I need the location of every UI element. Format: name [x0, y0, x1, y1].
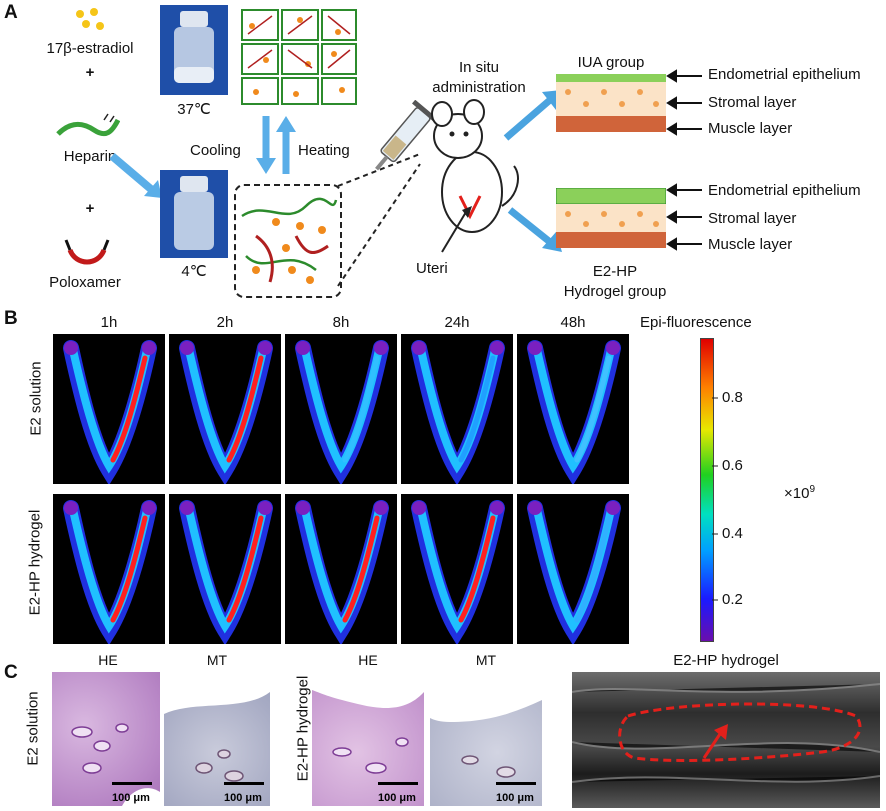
- e2hp-group-label: E2-HP Hydrogel group: [540, 262, 690, 302]
- timepoint-label-48h: 48h: [560, 314, 586, 331]
- scale-bar-4: [496, 782, 536, 785]
- ultrasound-title: E2-HP hydrogel: [673, 652, 779, 669]
- fluorescence-tile: [517, 494, 629, 644]
- stain-label-mt-2: MT: [475, 652, 497, 668]
- hydrogel-arrow-icon: [702, 733, 722, 759]
- gel-network-icon: [241, 9, 357, 105]
- e2hp-tissue-diagram: [556, 188, 666, 248]
- hydrogel-outline: [618, 702, 862, 762]
- cooling-label: Cooling: [190, 142, 241, 159]
- row-label-e2-solution-c: E2 solution: [24, 691, 42, 766]
- administration-label: In situ administration: [404, 58, 554, 98]
- fluorescence-tile: [169, 494, 281, 644]
- plus-sign: +: [85, 64, 95, 81]
- fluorescence-tile: [401, 334, 513, 484]
- layer-label-muscle-bottom: Muscle layer: [708, 236, 793, 253]
- plus-sign: +: [85, 200, 95, 217]
- colorbar-unit-base: ×10: [784, 485, 810, 502]
- ingredient-heparin: Heparin: [63, 148, 117, 165]
- layer-pointer-arrows: [666, 69, 702, 251]
- sol-state-box: [234, 184, 342, 298]
- cooling-heating-arrows-icon: [256, 116, 296, 174]
- stain-label-he-1: HE: [98, 652, 118, 668]
- colorbar-unit-exponent: 9: [809, 484, 816, 495]
- ingredient-estradiol: 17β-estradiol: [46, 40, 134, 57]
- ingredient-poloxamer: Poloxamer: [49, 274, 121, 291]
- scale-bar-label-2: 100 μm: [224, 792, 262, 804]
- e2hp-group-line-2: Hydrogel group: [563, 283, 667, 300]
- fluorescence-tile: [285, 494, 397, 644]
- colorbar-tick-0-8: 0.8: [722, 389, 743, 406]
- timepoint-label-8h: 8h: [332, 314, 350, 331]
- timepoint-label-1h: 1h: [100, 314, 118, 331]
- row-label-e2hp-hydrogel-b: E2-HP hydrogel: [26, 509, 44, 616]
- layer-label-epithelium-bottom: Endometrial epithelium: [708, 182, 861, 199]
- sol-chains-icon: [241, 197, 338, 284]
- vial-37c-photo: [160, 5, 228, 95]
- administration-line-1: In situ: [458, 59, 500, 76]
- poloxamer-chain-icon: [64, 239, 110, 265]
- iua-group-label: IUA group: [577, 54, 645, 71]
- fluorescence-tile: [169, 334, 281, 484]
- temp-37c-label: 37℃: [177, 101, 211, 118]
- iua-tissue-diagram: [556, 74, 666, 132]
- colorbar-title: Epi-fluorescence: [640, 314, 752, 331]
- colorbar-unit: ×109: [784, 484, 815, 502]
- scale-bar-2: [224, 782, 264, 785]
- fluorescence-tile: [285, 334, 397, 484]
- colorbar-tick-0-6: 0.6: [722, 457, 743, 474]
- scale-bar-label-3: 100 μm: [378, 792, 416, 804]
- colorbar: [700, 338, 714, 642]
- scale-bar-1: [112, 782, 152, 785]
- colorbar-tick-0-4: 0.4: [722, 525, 743, 542]
- mouse-icon: [431, 99, 519, 233]
- syringe-icon: [375, 100, 436, 171]
- layer-label-epithelium-top: Endometrial epithelium: [708, 66, 861, 83]
- estradiol-dots-icon: [76, 8, 104, 30]
- uteri-pointer-icon: [441, 206, 472, 253]
- fluorescence-tile: [401, 494, 513, 644]
- layer-label-stromal-top: Stromal layer: [708, 94, 797, 111]
- stain-label-mt-1: MT: [206, 652, 228, 668]
- heating-label: Heating: [298, 142, 350, 159]
- scale-bar-3: [378, 782, 418, 785]
- colorbar-tick-0-2: 0.2: [722, 591, 743, 608]
- heparin-chain-icon: [56, 113, 120, 137]
- stain-label-he-2: HE: [358, 652, 378, 668]
- panel-label-b: B: [4, 308, 18, 329]
- fluorescence-tile: [53, 334, 165, 484]
- panel-label-a: A: [4, 2, 18, 23]
- fluorescence-tile: [53, 494, 165, 644]
- mix-arrow-icon: [109, 152, 162, 198]
- colorbar-ticks: [712, 397, 718, 601]
- scale-bar-label-4: 100 μm: [496, 792, 534, 804]
- layer-label-stromal-bottom: Stromal layer: [708, 210, 797, 227]
- layer-label-muscle-top: Muscle layer: [708, 120, 793, 137]
- row-label-e2hp-hydrogel-c: E2-HP hydrogel: [294, 675, 312, 782]
- zoom-dashed-lines: [337, 153, 421, 287]
- scale-bar-label-1: 100 μm: [112, 792, 150, 804]
- panel-label-c: C: [4, 662, 18, 683]
- fluorescence-tile: [517, 334, 629, 484]
- administration-line-2: administration: [432, 79, 526, 96]
- ultrasound-image: [572, 672, 880, 808]
- uteri-label: Uteri: [416, 260, 448, 277]
- e2hp-group-line-1: E2-HP: [592, 263, 638, 280]
- timepoint-label-2h: 2h: [216, 314, 234, 331]
- temp-4c-label: 4℃: [181, 263, 207, 280]
- row-label-e2-solution-b: E2 solution: [27, 361, 45, 436]
- timepoint-label-24h: 24h: [444, 314, 470, 331]
- vial-4c-photo: [160, 170, 228, 258]
